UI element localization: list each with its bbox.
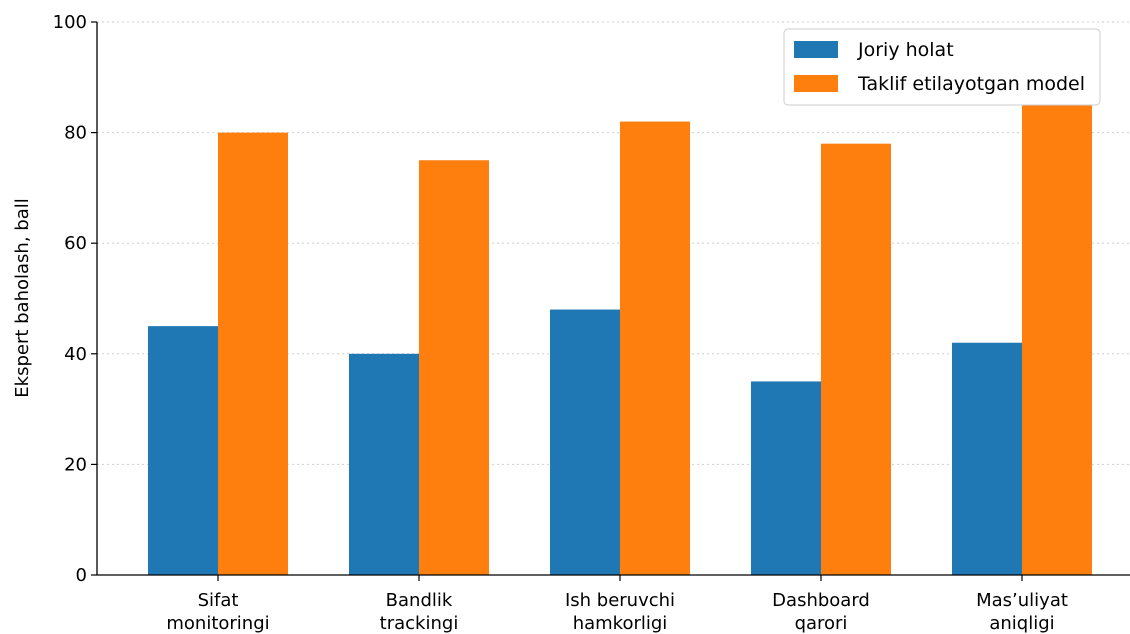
x-tick-label: Ish beruvchi hamkorligi xyxy=(565,590,675,634)
bar-taklif-model xyxy=(1022,104,1092,575)
y-tick-label: 0 xyxy=(76,565,87,586)
bar-taklif-model xyxy=(821,143,891,575)
legend-swatch-joriy-holat xyxy=(794,41,838,58)
x-tick-label: Dashboard qarori xyxy=(772,590,870,634)
bar-joriy-holat xyxy=(550,309,620,575)
bar-joriy-holat xyxy=(751,381,821,575)
y-tick-label: 20 xyxy=(64,454,87,475)
x-tick-label: Bandlik trackingi xyxy=(380,590,459,634)
bar-taklif-model xyxy=(218,132,288,575)
y-tick-label: 80 xyxy=(64,123,87,144)
bars xyxy=(148,104,1092,575)
y-ticks: 0 20 40 60 80 100 xyxy=(53,12,97,586)
legend-swatch-taklif-model xyxy=(794,75,838,92)
bar-joriy-holat xyxy=(148,326,218,575)
y-tick-label: 40 xyxy=(64,344,87,365)
bar-joriy-holat xyxy=(952,342,1022,575)
legend-frame xyxy=(783,28,1101,106)
bar-joriy-holat xyxy=(349,353,419,575)
bar-taklif-model xyxy=(620,121,690,575)
axes xyxy=(96,22,1130,576)
legend: Joriy holat Taklif etilayotgan model xyxy=(783,28,1101,106)
bar-taklif-model xyxy=(419,160,489,575)
y-tick-label: 100 xyxy=(53,12,87,33)
legend-label-taklif-model: Taklif etilayotgan model xyxy=(857,73,1085,95)
legend-label-joriy-holat: Joriy holat xyxy=(857,39,954,61)
x-tick-label: Sifat monitoringi xyxy=(166,590,269,634)
y-tick-label: 60 xyxy=(64,233,87,254)
x-ticks: Sifat monitoringi Bandlik trackingi Ish beru… xyxy=(166,575,1068,634)
x-tick-label: Mas’uliyat aniqligi xyxy=(976,590,1068,634)
y-axis-title: Ekspert baholash, ball xyxy=(12,198,33,397)
